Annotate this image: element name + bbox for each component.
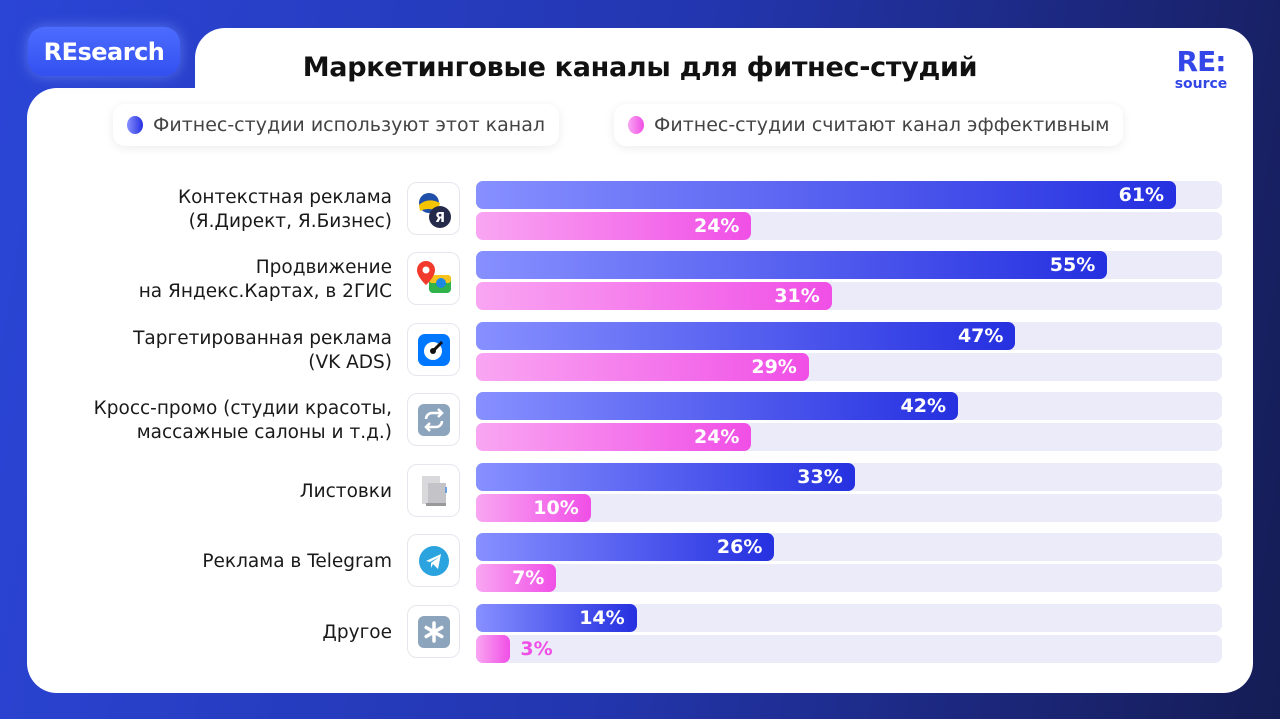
asterisk-icon bbox=[407, 605, 460, 658]
bar-track: 31% bbox=[476, 282, 1222, 310]
bar-track: 7% bbox=[476, 564, 1222, 592]
bar-track: 10% bbox=[476, 494, 1222, 522]
chart-row: Другое 14% 3% bbox=[0, 604, 1280, 664]
resource-logo: RE: source bbox=[1174, 45, 1228, 92]
bar-effective bbox=[476, 564, 557, 592]
bar-track: 24% bbox=[476, 212, 1222, 240]
bar-use bbox=[476, 322, 1016, 350]
legend-dot-icon bbox=[628, 116, 644, 134]
category-label: Листовки bbox=[299, 480, 392, 502]
data-label: 47% bbox=[957, 325, 1004, 347]
legend-item-effective: Фитнес-студии считают канал эффективным bbox=[614, 104, 1124, 146]
chart-row: Таргетированная реклама (VK ADS) 47% 29% bbox=[0, 322, 1280, 382]
data-label: 14% bbox=[579, 607, 625, 629]
data-label: 7% bbox=[512, 567, 545, 589]
telegram-icon bbox=[407, 534, 460, 587]
card bbox=[27, 88, 1253, 693]
data-label: 55% bbox=[1049, 254, 1096, 276]
category-label: Контекстная реклама (Я.Директ, Я.Бизнес) bbox=[177, 186, 392, 232]
bar-track: 47% bbox=[476, 322, 1222, 350]
data-label: 3% bbox=[520, 638, 553, 660]
repeat-icon bbox=[407, 393, 460, 446]
category-label: Реклама в Telegram bbox=[202, 550, 392, 572]
data-label: 33% bbox=[797, 466, 843, 488]
legend-label: Фитнес-студии используют этот канал bbox=[153, 114, 546, 136]
data-label: 26% bbox=[716, 536, 763, 558]
bar-effective bbox=[476, 282, 832, 310]
yandex-icon: Я bbox=[407, 182, 460, 235]
chart-row: Контекстная реклама (Я.Директ, Я.Бизнес)… bbox=[0, 181, 1280, 241]
data-label: 42% bbox=[900, 395, 947, 417]
bar-use bbox=[476, 251, 1108, 279]
bar-use bbox=[476, 181, 1177, 209]
data-label: 24% bbox=[693, 215, 740, 237]
data-label: 24% bbox=[693, 426, 740, 448]
category-label: Кросс-промо (студии красоты, массажные с… bbox=[93, 397, 392, 443]
research-tab: REsearch bbox=[28, 27, 180, 76]
data-label: 61% bbox=[1118, 184, 1165, 206]
bar-effective bbox=[476, 353, 809, 381]
bar-use bbox=[476, 463, 855, 491]
legend-label: Фитнес-студии считают канал эффективным bbox=[654, 114, 1110, 136]
bar-effective bbox=[476, 423, 752, 451]
category-label: Продвижение на Яндекс.Картах, в 2ГИС bbox=[138, 256, 392, 302]
data-label: 31% bbox=[774, 285, 820, 307]
leaflet-icon bbox=[407, 464, 460, 517]
bar-effective bbox=[476, 635, 511, 663]
bar-track: 61% bbox=[476, 181, 1222, 209]
bar-use bbox=[476, 604, 637, 632]
data-label: 29% bbox=[751, 356, 797, 378]
category-label: Другое bbox=[322, 621, 392, 643]
chart-row: Листовки 33% 10% bbox=[0, 463, 1280, 523]
legend-dot-icon bbox=[127, 116, 143, 134]
bar-track: 33% bbox=[476, 463, 1222, 491]
bar-effective bbox=[476, 212, 752, 240]
bar-effective bbox=[476, 494, 591, 522]
bar-use bbox=[476, 392, 959, 420]
bar-track: 29% bbox=[476, 353, 1222, 381]
chart-row: Продвижение на Яндекс.Картах, в 2ГИС 55% 3… bbox=[0, 251, 1280, 311]
bar-use bbox=[476, 533, 775, 561]
category-label: Таргетированная реклама (VK ADS) bbox=[133, 327, 392, 373]
bar-track: 42% bbox=[476, 392, 1222, 420]
chart-row: Реклама в Telegram 26% 7% bbox=[0, 533, 1280, 593]
svg-text:Я: Я bbox=[434, 211, 444, 226]
bar-track: 55% bbox=[476, 251, 1222, 279]
bar-track: 26% bbox=[476, 533, 1222, 561]
bar-track: 14% bbox=[476, 604, 1222, 632]
vk-ads-icon bbox=[407, 323, 460, 376]
data-label: 10% bbox=[533, 497, 579, 519]
bar-track: 24% bbox=[476, 423, 1222, 451]
chart-title: Маркетинговые каналы для фитнес-студий bbox=[302, 52, 978, 83]
maps-2gis-icon bbox=[407, 252, 460, 305]
bar-track: 3% bbox=[476, 635, 1222, 663]
legend-item-use: Фитнес-студии используют этот канал bbox=[113, 104, 560, 146]
chart-row: Кросс-промо (студии красоты, массажные с… bbox=[0, 392, 1280, 452]
